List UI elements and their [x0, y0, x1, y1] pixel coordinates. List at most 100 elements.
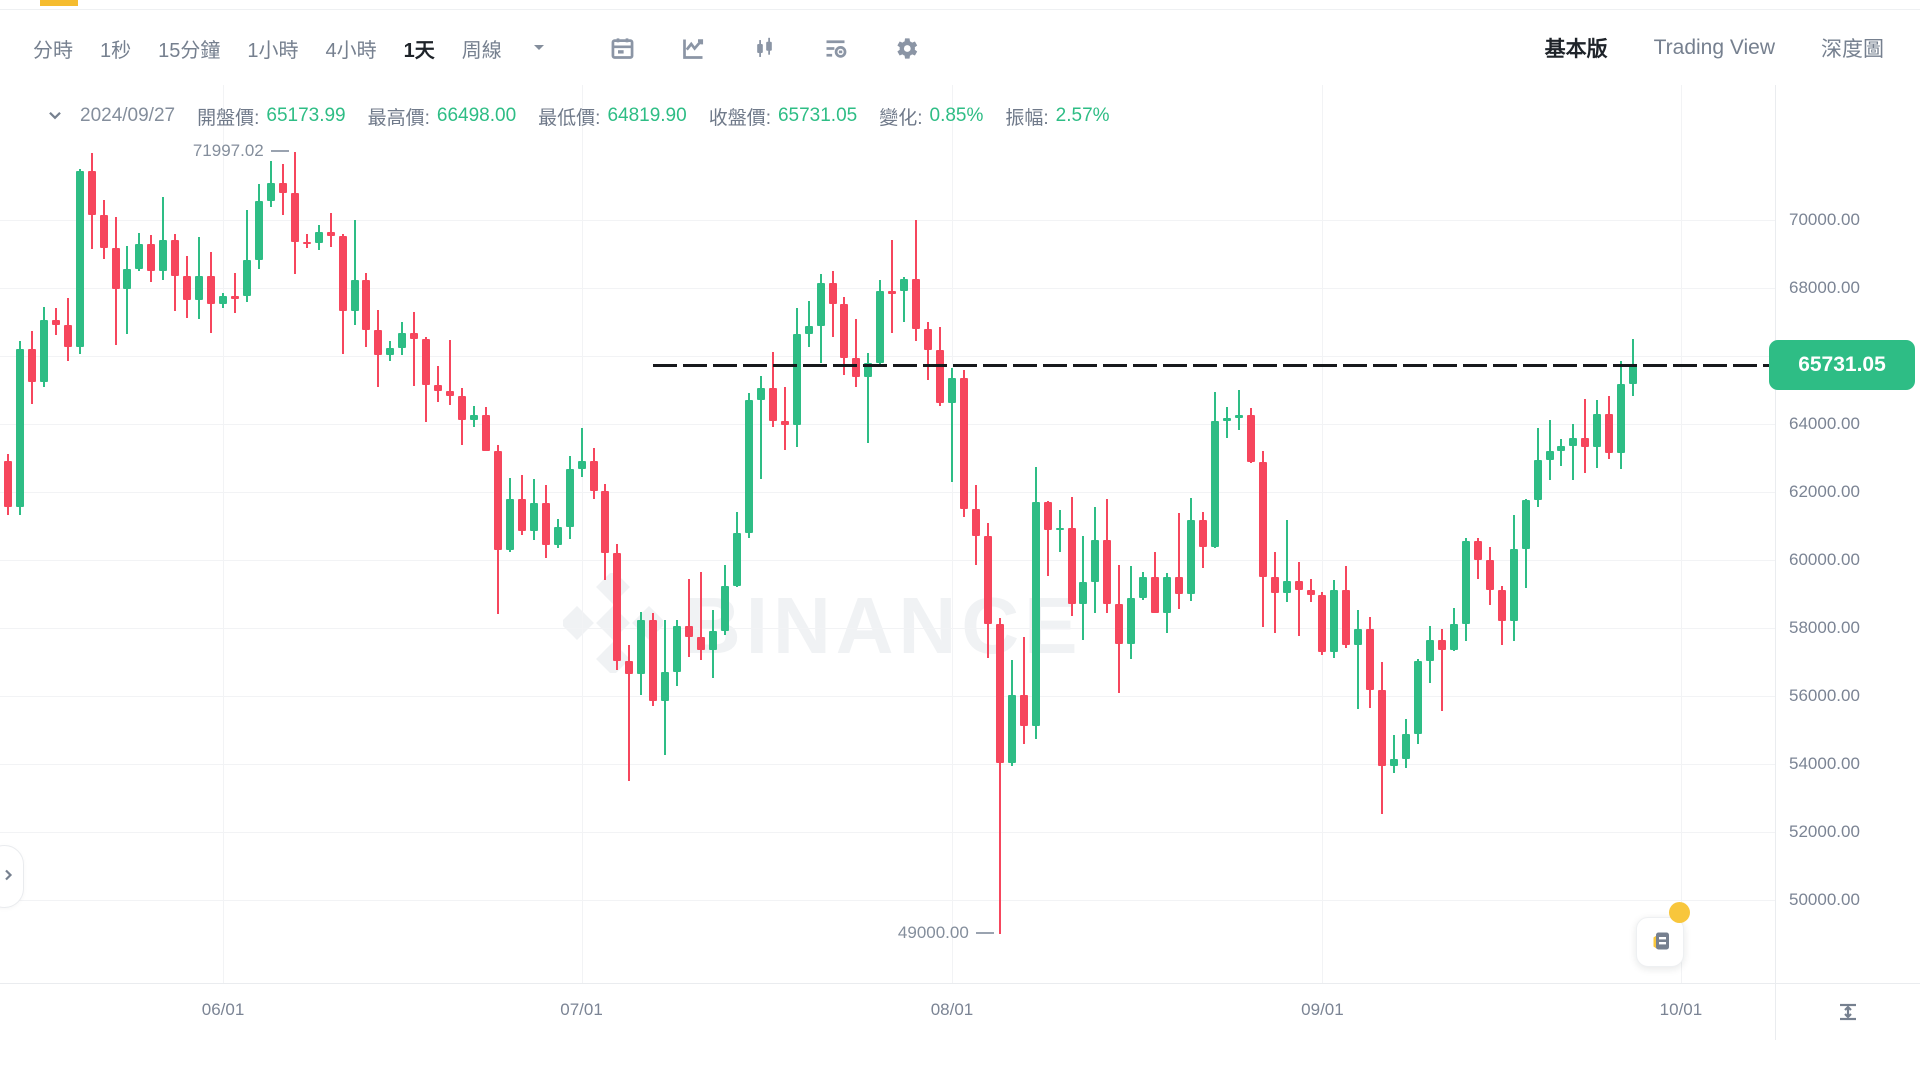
- candlestick-icon[interactable]: [751, 35, 778, 62]
- candle-body: [983, 536, 992, 624]
- gridline-horizontal: [0, 288, 1775, 289]
- candle-body: [39, 320, 48, 383]
- gridline-horizontal: [0, 696, 1775, 697]
- price-annotation: 71997.02: [193, 141, 289, 161]
- interval-15m[interactable]: 15分鐘: [158, 34, 220, 63]
- candle-wick: [1237, 390, 1240, 430]
- x-axis-label: 10/01: [1659, 1000, 1703, 1019]
- candle-body: [852, 358, 861, 378]
- candle-body: [1497, 589, 1506, 621]
- candle-body: [1151, 577, 1160, 613]
- expand-panel-button[interactable]: [0, 845, 24, 908]
- interval-1h[interactable]: 1小時: [247, 34, 298, 63]
- candle-wick: [1178, 512, 1181, 609]
- interval-group: 分時 1秒 15分鐘 1小時 4小時 1天 周線: [33, 34, 547, 63]
- view-depth[interactable]: 深度圖: [1821, 33, 1884, 63]
- plot-area[interactable]: BINANCE 71997.02 49000.00: [0, 85, 1775, 983]
- gridline-horizontal: [0, 832, 1775, 833]
- candle-body: [123, 269, 132, 290]
- candle-body: [1390, 758, 1399, 766]
- candle-body: [1210, 420, 1219, 548]
- candle-body: [971, 509, 980, 537]
- candle-body: [1461, 540, 1470, 624]
- collapse-info-button[interactable]: [46, 106, 64, 127]
- candle-body: [374, 329, 383, 355]
- y-axis-label: 54000.00: [1789, 754, 1860, 773]
- current-price-badge: 65731.05: [1769, 340, 1915, 391]
- candle-body: [804, 326, 813, 334]
- candle-body: [434, 385, 443, 392]
- price-axis[interactable]: 70000.00 68000.00 64000.00 62000.00 60000.00…: [1769, 85, 1920, 983]
- candle-wick: [998, 618, 1001, 934]
- candle-body: [1617, 384, 1626, 453]
- auto-scale-button[interactable]: [1836, 1000, 1860, 1024]
- active-tab-indicator: [40, 0, 78, 6]
- more-intervals-button[interactable]: [531, 39, 547, 58]
- candle-wick: [1393, 735, 1396, 773]
- high-value: 66498.00: [436, 105, 517, 126]
- amplitude-label: 振幅:: [1005, 107, 1049, 129]
- candle-wick: [903, 277, 906, 322]
- candle-body: [314, 231, 323, 244]
- candle-body: [924, 329, 933, 350]
- candle-body: [1187, 520, 1195, 594]
- candle-wick: [759, 376, 762, 480]
- candle-body: [1629, 365, 1638, 385]
- candle-body: [1581, 438, 1590, 447]
- candle-wick: [831, 271, 834, 338]
- candle-body: [1378, 689, 1387, 766]
- candle-body: [3, 461, 12, 507]
- interval-minute[interactable]: 分時: [33, 34, 73, 63]
- y-axis-label: 60000.00: [1789, 550, 1860, 569]
- candle-wick: [867, 352, 870, 443]
- gridline-horizontal: [0, 356, 1775, 357]
- candle-body: [278, 182, 287, 194]
- time-axis[interactable]: 06/01 07/01 08/01 09/01 10/01: [0, 983, 1775, 1040]
- view-basic[interactable]: 基本版: [1545, 33, 1608, 63]
- axis-corner: [1775, 983, 1920, 1040]
- candle-wick: [1297, 562, 1300, 637]
- view-tradingview[interactable]: Trading View: [1653, 36, 1775, 59]
- candle-body: [254, 200, 263, 261]
- candle-body: [900, 279, 909, 292]
- candle-body: [410, 332, 419, 339]
- candle-body: [637, 619, 646, 674]
- candle-body: [1007, 694, 1016, 764]
- candle-body: [613, 553, 622, 661]
- candle-wick: [1357, 610, 1360, 710]
- annotation-text: 71997.02: [192, 141, 264, 161]
- y-axis-label: 68000.00: [1789, 278, 1860, 297]
- candle-body: [1258, 462, 1267, 577]
- candle-body: [1043, 501, 1052, 531]
- candle-body: [1163, 577, 1172, 613]
- high-field: 最高價: 66498.00: [368, 103, 517, 130]
- candle-body: [1330, 589, 1339, 652]
- candle-body: [481, 415, 490, 451]
- calendar-icon[interactable]: [609, 35, 636, 62]
- x-axis-label: 09/01: [1301, 1000, 1344, 1019]
- candle-body: [398, 332, 407, 349]
- candle-body: [63, 325, 72, 347]
- candle-body: [135, 244, 144, 270]
- candle-wick: [126, 245, 129, 335]
- settings-gear-icon[interactable]: [893, 35, 920, 62]
- candle-wick: [437, 365, 440, 402]
- candle-body: [159, 239, 168, 271]
- candle-body: [840, 303, 849, 359]
- interval-1d[interactable]: 1天: [404, 34, 435, 63]
- candle-body: [601, 490, 610, 554]
- candle-body: [195, 276, 204, 301]
- interval-1s[interactable]: 1秒: [100, 34, 131, 63]
- candle-body: [1282, 580, 1291, 593]
- candle-body: [1067, 527, 1076, 604]
- line-chart-icon[interactable]: [680, 35, 707, 62]
- gridline-horizontal: [0, 764, 1775, 765]
- candle-body: [732, 532, 741, 587]
- interval-1w[interactable]: 周線: [462, 34, 502, 63]
- interval-4h[interactable]: 4小時: [326, 34, 377, 63]
- candle-body: [1246, 414, 1255, 463]
- news-feed-button[interactable]: [1636, 917, 1684, 967]
- candle-body: [386, 348, 395, 355]
- indicators-icon[interactable]: [822, 35, 849, 62]
- candle-body: [338, 235, 347, 312]
